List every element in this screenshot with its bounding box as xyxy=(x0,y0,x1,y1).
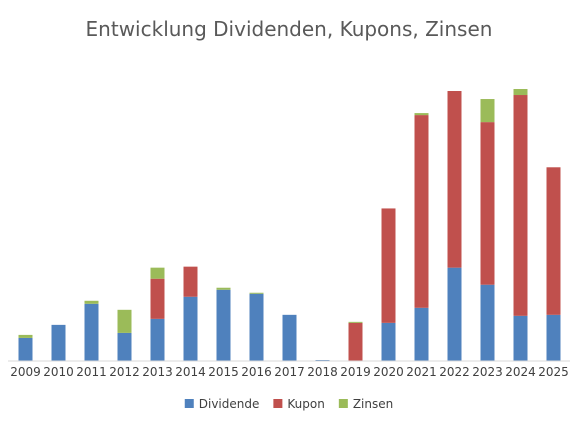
legend-label-dividende: Dividende xyxy=(199,397,260,411)
bar-kupon-2019 xyxy=(348,322,363,361)
x-tick-label-2023: 2023 xyxy=(472,365,503,379)
bar-zinsen-2012 xyxy=(117,309,132,333)
bar-dividende-2014 xyxy=(183,296,198,361)
x-tick-label-2021: 2021 xyxy=(406,365,437,379)
x-tick-label-2012: 2012 xyxy=(109,365,140,379)
bar-dividende-2025 xyxy=(546,314,561,361)
bar-dividende-2022 xyxy=(447,267,462,361)
x-tick-label-2025: 2025 xyxy=(538,365,569,379)
bar-dividende-2017 xyxy=(282,314,297,361)
bar-dividende-2010 xyxy=(51,324,66,361)
legend: Dividende Kupon Zinsen xyxy=(184,397,393,411)
x-tick-label-2014: 2014 xyxy=(175,365,206,379)
bars-layer xyxy=(18,89,561,361)
legend-swatch-kupon xyxy=(273,399,283,408)
bar-kupon-2021 xyxy=(414,115,429,308)
bar-dividende-2020 xyxy=(381,322,396,361)
bar-zinsen-2015 xyxy=(216,287,231,290)
x-tick-label-2011: 2011 xyxy=(76,365,107,379)
x-tick-label-2020: 2020 xyxy=(373,365,404,379)
x-axis-tick-labels: 2009 2010 2011 2012 2013 2014 2015 2016 2017 2018… xyxy=(10,365,569,379)
x-tick-label-2010: 2010 xyxy=(43,365,74,379)
bar-zinsen-2013 xyxy=(150,267,165,279)
bar-kupon-2023 xyxy=(480,122,495,285)
legend-swatch-dividende xyxy=(184,399,194,408)
bar-kupon-2022 xyxy=(447,91,462,268)
legend-label-zinsen: Zinsen xyxy=(353,397,393,411)
bar-dividende-2016 xyxy=(249,293,264,361)
chart-title: Entwicklung Dividenden, Kupons, Zinsen xyxy=(86,17,493,41)
bar-dividende-2024 xyxy=(513,315,528,361)
x-tick-label-2009: 2009 xyxy=(10,365,41,379)
bar-kupon-2020 xyxy=(381,208,396,323)
bar-dividende-2023 xyxy=(480,284,495,361)
x-tick-label-2013: 2013 xyxy=(142,365,173,379)
bar-kupon-2025 xyxy=(546,167,561,315)
legend-label-kupon: Kupon xyxy=(287,397,324,411)
bar-dividende-2021 xyxy=(414,307,429,361)
bar-dividende-2009 xyxy=(18,337,33,361)
bar-kupon-2014 xyxy=(183,266,198,297)
bar-zinsen-2009 xyxy=(18,334,33,338)
bar-dividende-2012 xyxy=(117,332,132,361)
bar-dividende-2011 xyxy=(84,303,99,361)
x-tick-label-2019: 2019 xyxy=(340,365,371,379)
bar-dividende-2015 xyxy=(216,289,231,361)
bar-kupon-2013 xyxy=(150,278,165,319)
bar-zinsen-2011 xyxy=(84,300,99,304)
legend-swatch-zinsen xyxy=(338,399,348,408)
bar-zinsen-2023 xyxy=(480,99,495,123)
x-tick-label-2016: 2016 xyxy=(241,365,272,379)
x-tick-label-2015: 2015 xyxy=(208,365,239,379)
x-tick-label-2022: 2022 xyxy=(439,365,470,379)
bar-dividende-2013 xyxy=(150,318,165,361)
bar-zinsen-2021 xyxy=(414,113,429,116)
x-tick-label-2024: 2024 xyxy=(505,365,536,379)
bar-zinsen-2019 xyxy=(348,321,363,323)
x-tick-label-2018: 2018 xyxy=(307,365,338,379)
bar-zinsen-2024 xyxy=(513,89,528,96)
bar-kupon-2024 xyxy=(513,95,528,316)
bar-zinsen-2016 xyxy=(249,292,264,294)
x-tick-label-2017: 2017 xyxy=(274,365,305,379)
